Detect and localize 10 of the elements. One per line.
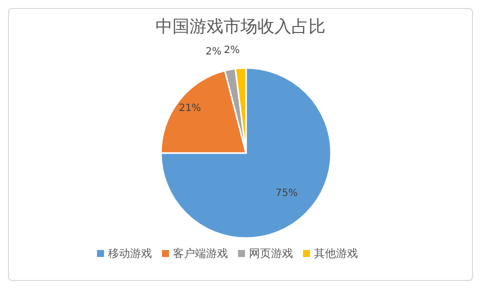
chart-title: 中国游戏市场收入占比 bbox=[154, 16, 326, 38]
data-label: 21% bbox=[178, 102, 202, 114]
legend-label: 其他游戏 bbox=[314, 247, 358, 260]
data-label: 2% bbox=[224, 44, 240, 56]
pie-slice bbox=[160, 67, 332, 239]
data-label: 2% bbox=[206, 46, 222, 58]
legend-label: 客户端游戏 bbox=[173, 247, 228, 260]
legend-label: 网页游戏 bbox=[249, 247, 293, 260]
legend-label: 移动游戏 bbox=[108, 247, 152, 260]
data-label: 75% bbox=[276, 188, 298, 200]
